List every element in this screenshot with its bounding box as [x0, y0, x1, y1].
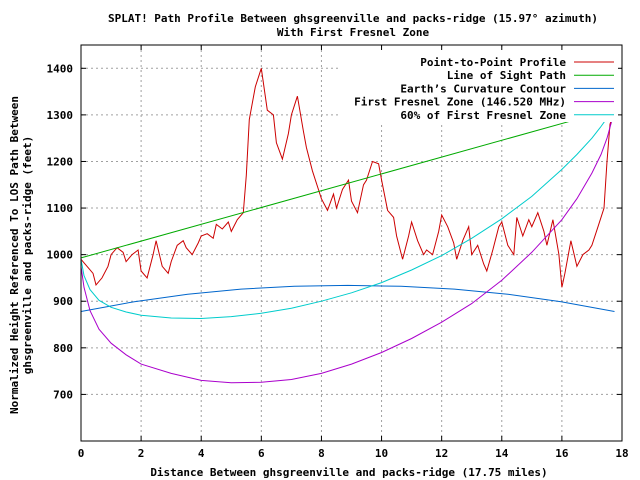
y-axis-label-line1: Normalized Height Referenced To LOS Path… [8, 96, 21, 414]
y-tick-label: 800 [53, 342, 73, 355]
x-tick-label: 12 [435, 447, 448, 460]
y-axis-label-line2: ghsgreenville and packs-ridge (feet) [21, 136, 34, 374]
legend-label-earth-s-curvature-contour: Earth’s Curvature Contour [400, 82, 566, 95]
ticks: 0 2 4 6 8 10 12 14 16 18 700 800 900 1000 1100 1200 1300… [47, 45, 629, 460]
y-tick-label: 700 [53, 388, 73, 401]
chart-subtitle: With First Fresnel Zone [277, 26, 430, 39]
x-tick-label: 10 [375, 447, 388, 460]
legend-label-point-to-point-profile: Point-to-Point Profile [420, 56, 566, 69]
x-tick-label: 14 [495, 447, 509, 460]
y-tick-label: 1100 [47, 202, 74, 215]
x-tick-label: 18 [615, 447, 628, 460]
legend-label-first-fresnel-zone-146-520-mhz: First Fresnel Zone (146.520 MHz) [354, 96, 566, 109]
y-tick-label: 1400 [47, 62, 74, 75]
x-tick-label: 6 [258, 447, 265, 460]
x-tick-label: 4 [198, 447, 205, 460]
y-tick-label: 900 [53, 295, 73, 308]
legend-label-line-of-sight-path: Line of Sight Path [447, 69, 566, 82]
x-tick-label: 0 [78, 447, 85, 460]
y-tick-label: 1200 [47, 155, 74, 168]
series-point-to-point-profile [80, 68, 615, 288]
legend-label-60-of-first-fresnel-zone: 60% of First Fresnel Zone [400, 109, 566, 122]
chart-title: SPLAT! Path Profile Between ghsgreenvill… [108, 12, 598, 25]
y-tick-label: 1000 [47, 249, 74, 262]
series-group [80, 68, 615, 384]
y-tick-label: 1300 [47, 109, 74, 122]
series-first-fresnel-zone-146-520-mhz [80, 110, 615, 384]
x-axis-label: Distance Between ghsgreenville and packs… [150, 466, 547, 479]
series-60-of-first-fresnel-zone [80, 108, 615, 320]
x-tick-label: 8 [318, 447, 325, 460]
series-line-of-sight-path [80, 108, 615, 259]
x-tick-label: 16 [555, 447, 569, 460]
plot-frame [80, 44, 623, 442]
legend-background [340, 50, 618, 122]
x-tick-label: 2 [138, 447, 145, 460]
series-earth-s-curvature-contour [80, 284, 615, 312]
